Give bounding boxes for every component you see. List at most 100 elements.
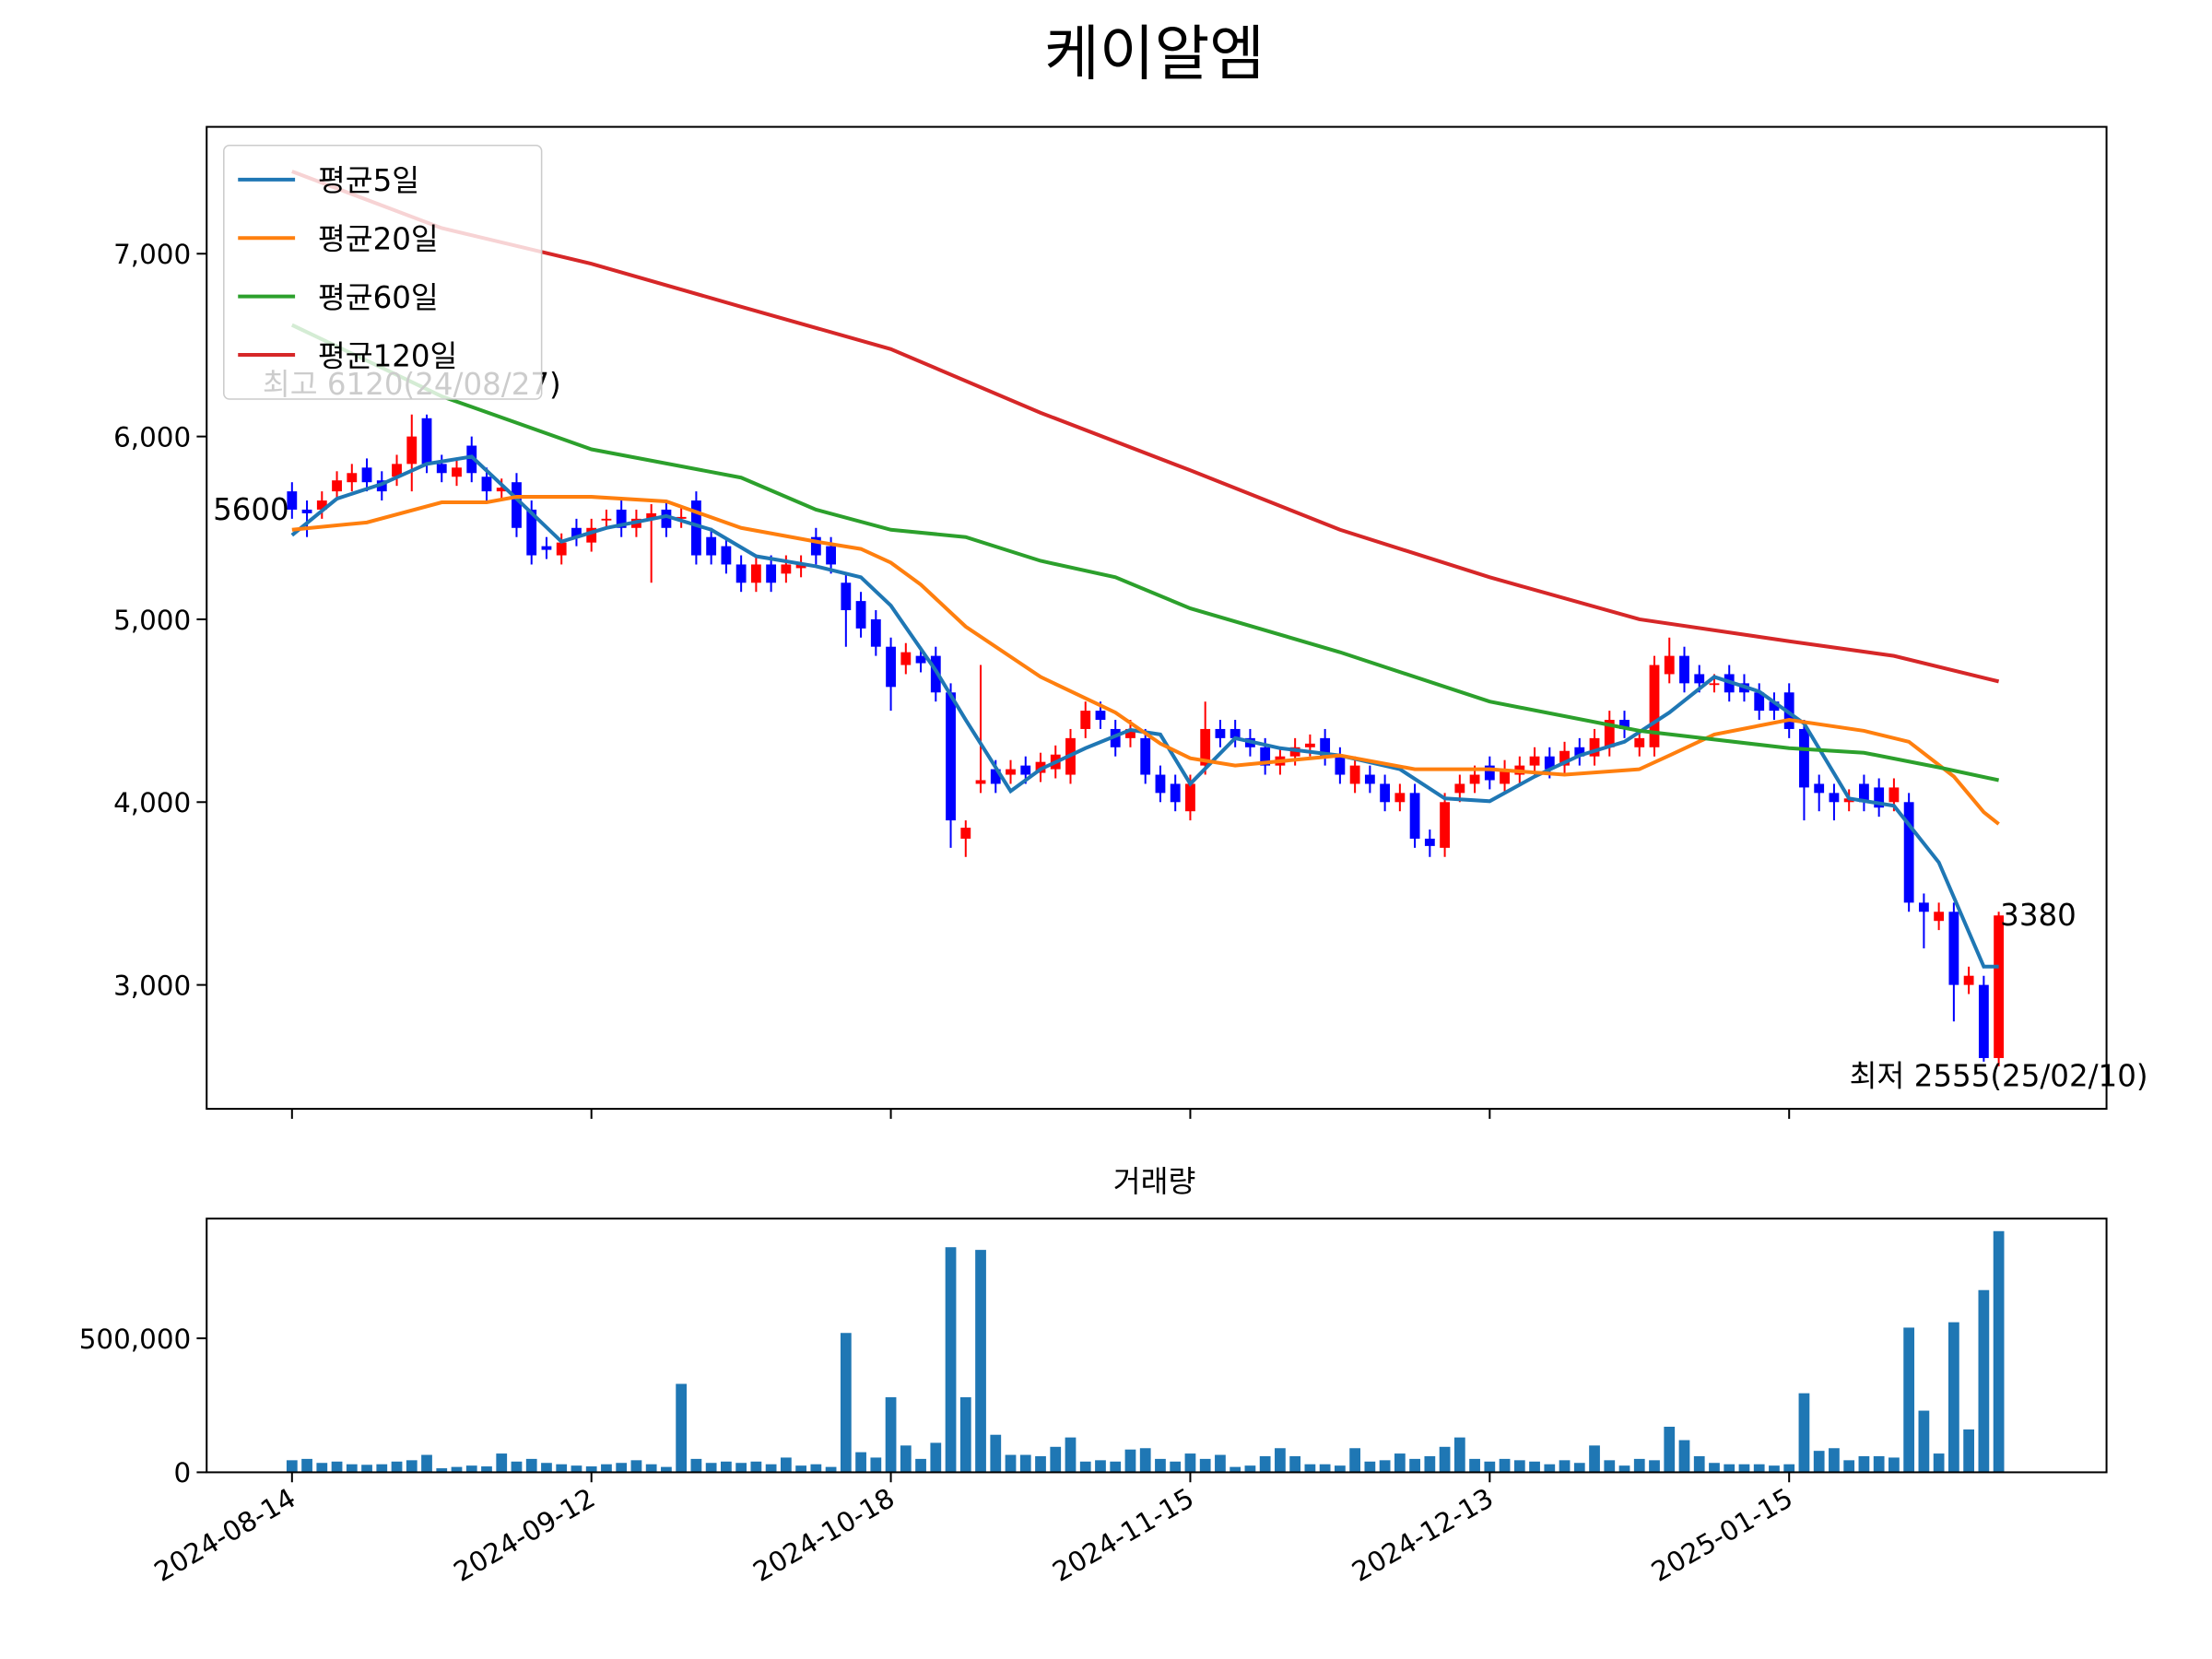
candle-body (1529, 756, 1540, 766)
volume-bar (630, 1460, 642, 1473)
candle-body (915, 655, 926, 664)
volume-bar (870, 1457, 882, 1473)
volume-bar (1903, 1327, 1915, 1473)
low-annotation: 최저 2555(25/02/10) (1850, 1059, 2148, 1094)
candle-body (526, 509, 537, 556)
candle-body (601, 518, 612, 521)
volume-bar (1573, 1463, 1585, 1473)
candle-body (1080, 711, 1091, 729)
volume-bar (1275, 1448, 1286, 1473)
candle-body (810, 536, 821, 556)
volume-bar (511, 1461, 523, 1473)
candle-body (1634, 737, 1645, 747)
candle-body (1364, 774, 1375, 784)
volume-bar (1379, 1460, 1391, 1473)
volume-bar (690, 1458, 702, 1473)
volume-bar (1724, 1464, 1735, 1473)
volume-bar (855, 1452, 866, 1473)
volume-bar (1199, 1458, 1211, 1473)
y-tick-label: 4,000 (113, 787, 191, 818)
y-tick-label: 7,000 (113, 239, 191, 270)
candle-body (1664, 655, 1675, 675)
candle-body (721, 546, 732, 565)
volume-bar (1873, 1455, 1885, 1473)
volume-bar (1918, 1410, 1930, 1473)
volume-bar (361, 1465, 372, 1473)
candle-body (1155, 774, 1166, 794)
candle-body (436, 464, 447, 474)
candle-body (452, 467, 462, 477)
volume-bar (436, 1468, 448, 1473)
volume-bar (406, 1460, 418, 1473)
candle-body (1814, 783, 1825, 794)
volume-bar (1798, 1393, 1810, 1473)
volume-bar (1858, 1455, 1870, 1473)
candle-body (930, 655, 941, 693)
volume-bar (1618, 1465, 1630, 1473)
volume-bar (616, 1463, 628, 1473)
volume-bar (1769, 1465, 1780, 1473)
volume-title: 거래량 (1113, 1164, 1196, 1199)
chart-title: 케이알엠 (1044, 19, 1265, 88)
candle-body (1020, 765, 1031, 775)
volume-bar (661, 1466, 672, 1473)
volume-bar (1124, 1449, 1136, 1473)
volume-bar (525, 1458, 537, 1473)
candle-body (1125, 728, 1135, 738)
volume-bar (765, 1464, 777, 1473)
volume-bar (585, 1466, 597, 1473)
candle-body (1874, 787, 1885, 808)
volume-bar (1963, 1429, 1975, 1473)
volume-bar (1304, 1464, 1316, 1473)
candle-body (332, 480, 342, 492)
candle-body (1484, 765, 1495, 781)
candle-body (406, 436, 418, 465)
legend-label: 평균5일 (318, 163, 419, 198)
candle-body (1948, 912, 1959, 985)
candle-body (676, 516, 687, 519)
last-close-label: 3380 (2000, 898, 2077, 933)
volume-bar (1110, 1461, 1122, 1473)
volume-bar (1019, 1454, 1031, 1473)
volume-bar (331, 1461, 343, 1473)
volume-bar (645, 1464, 657, 1473)
first-close-label: 5600 (213, 492, 289, 527)
volume-bar (1529, 1461, 1540, 1473)
candle-body (1978, 984, 1989, 1058)
volume-bar (1589, 1445, 1600, 1473)
candle-body (990, 769, 1001, 784)
candle-body (1335, 756, 1346, 775)
candle-body (1544, 756, 1555, 770)
moving-average-line (291, 495, 2000, 826)
volume-bar (601, 1464, 612, 1473)
volume-bar (750, 1461, 762, 1473)
volume-bar (451, 1466, 463, 1473)
candle-body (1500, 769, 1510, 784)
volume-bar (1335, 1465, 1346, 1473)
candle-body (1320, 737, 1331, 757)
candle-body (661, 509, 672, 528)
volume-bar (930, 1442, 942, 1473)
volume-bar (1544, 1464, 1556, 1473)
candle-body (496, 488, 507, 492)
volume-bar (885, 1397, 897, 1473)
volume-bar (1664, 1426, 1676, 1473)
volume-bar (1469, 1458, 1480, 1473)
candle-body (900, 652, 912, 665)
volume-bar (1649, 1460, 1660, 1473)
candle-body (1380, 783, 1391, 803)
volume-bar (1424, 1455, 1436, 1473)
candle-body (1095, 711, 1106, 721)
volume-bar (1035, 1455, 1046, 1473)
candle-body (975, 780, 986, 784)
volume-y-tick-label: 0 (174, 1457, 192, 1488)
volume-bar (1513, 1460, 1525, 1473)
candle-body (392, 464, 402, 477)
candle-body (316, 500, 327, 510)
volume-bar (1813, 1451, 1825, 1473)
moving-average-line (290, 323, 2000, 782)
candle-body (1963, 975, 1974, 985)
volume-bar (676, 1383, 688, 1473)
candle-body (421, 418, 432, 465)
candle-body (781, 564, 792, 574)
